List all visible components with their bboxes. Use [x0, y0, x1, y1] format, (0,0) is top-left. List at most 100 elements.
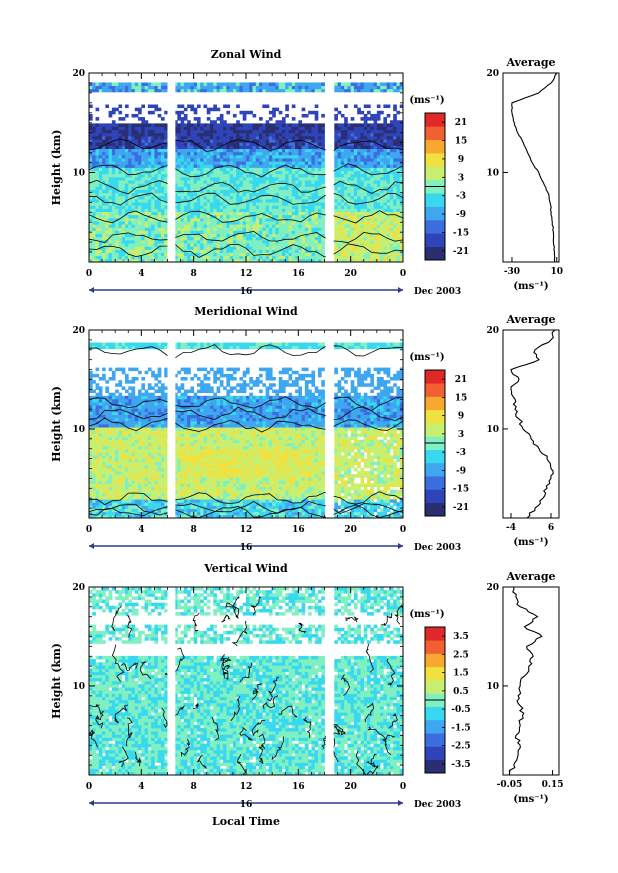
heatmap-cell: [291, 189, 296, 194]
heatmap-cell: [278, 186, 283, 190]
heatmap-cell: [111, 496, 116, 500]
heatmap-cell: [177, 154, 181, 159]
heatmap-cell: [196, 233, 201, 238]
heatmap-cell: [363, 129, 368, 134]
heatmap-cell: [249, 139, 253, 143]
heatmap-cell: [337, 176, 342, 181]
heatmap-cell: [147, 145, 152, 149]
heatmap-cell: [367, 85, 371, 90]
heatmap-cell: [138, 126, 142, 131]
heatmap-cell: [337, 183, 342, 187]
heatmap-cell: [396, 205, 401, 209]
heatmap-cell: [242, 252, 247, 257]
heatmap-cell: [268, 110, 273, 115]
heatmap-cell: [386, 129, 391, 134]
heatmap-cell: [89, 414, 93, 419]
heatmap-cell: [265, 217, 270, 222]
heatmap-cell: [268, 170, 273, 175]
heatmap-cell: [213, 82, 217, 86]
contour-line: [88, 243, 404, 258]
heatmap-cell: [311, 129, 316, 134]
heatmap-cell: [399, 199, 404, 203]
heatmap-cell: [281, 205, 286, 209]
heatmap-cell: [134, 224, 139, 228]
heatmap-cell: [259, 85, 263, 90]
heatmap-cell: [389, 199, 394, 203]
heatmap-cell: [187, 252, 191, 257]
heatmap-cell: [344, 139, 348, 143]
heatmap-cell: [121, 158, 126, 162]
heatmap-cell: [200, 214, 204, 219]
heatmap-cell: [115, 249, 119, 253]
heatmap-cell: [380, 164, 384, 168]
heatmap-cell: [226, 142, 231, 146]
heatmap-cell: [370, 230, 374, 235]
heatmap-cell: [115, 224, 119, 228]
heatmap-cell: [396, 173, 401, 178]
heatmap-cell: [360, 142, 365, 146]
heatmap-cell: [108, 132, 113, 137]
heatmap-cell: [383, 255, 388, 260]
heatmap-cell: [317, 82, 322, 86]
heatmap-cell: [115, 436, 119, 441]
heatmap-cell: [262, 202, 267, 206]
heatmap-cell: [108, 427, 113, 431]
heatmap-cell: [219, 217, 224, 222]
heatmap-cell: [236, 195, 240, 200]
heatmap-cell: [308, 85, 312, 90]
heatmap-cell: [272, 167, 276, 172]
heatmap-cell: [252, 145, 257, 149]
heatmap-cell: [393, 107, 397, 112]
heatmap-cell: [115, 126, 119, 131]
heatmap-cell: [239, 195, 244, 200]
heatmap-cell: [353, 199, 358, 203]
heatmap-cell: [337, 189, 342, 194]
heatmap-cell: [242, 233, 247, 238]
heatmap-cell: [232, 170, 237, 175]
heatmap-cell: [105, 249, 110, 253]
heatmap-cell: [396, 258, 401, 263]
heatmap-cell: [89, 467, 93, 472]
heatmap-cell: [203, 205, 208, 209]
heatmap-cell: [370, 195, 374, 200]
heatmap-cell: [246, 239, 250, 244]
heatmap-cell: [232, 239, 237, 244]
heatmap-cell: [118, 139, 123, 143]
heatmap-cell: [317, 139, 322, 143]
heatmap-cell: [157, 145, 162, 149]
heatmap-cell: [111, 142, 116, 146]
heatmap-cell: [115, 154, 119, 159]
heatmap-cell: [367, 110, 371, 115]
heatmap-cell: [223, 180, 227, 184]
heatmap-cell: [174, 88, 178, 93]
heatmap-cell: [350, 199, 355, 203]
heatmap-cell: [373, 88, 378, 93]
heatmap-cell: [180, 88, 185, 93]
heatmap-cell: [285, 183, 289, 187]
heatmap-cell: [347, 142, 352, 146]
heatmap-cell: [98, 408, 103, 412]
heatmap-cell: [138, 199, 142, 203]
heatmap-cell: [281, 230, 286, 235]
heatmap-cell: [164, 189, 168, 194]
heatmap-cell: [246, 192, 250, 197]
heatmap-cell: [252, 258, 257, 263]
heatmap-cell: [118, 183, 123, 187]
heatmap-cell: [272, 88, 276, 93]
heatmap-cell: [353, 258, 358, 263]
heatmap-cell: [160, 214, 165, 219]
heatmap-cell: [278, 192, 283, 197]
heatmap-cell: [111, 154, 116, 159]
heatmap-cell: [102, 145, 106, 149]
heatmap-cell: [180, 252, 185, 257]
heatmap-cell: [105, 477, 110, 481]
heatmap-cell: [393, 211, 397, 216]
heatmap-cell: [98, 477, 103, 481]
heatmap-cell: [393, 136, 397, 140]
heatmap-cell: [223, 88, 227, 93]
heatmap-cell: [128, 233, 132, 238]
heatmap-cell: [219, 255, 224, 260]
heatmap-cell: [138, 88, 142, 93]
heatmap-cell: [268, 255, 273, 260]
heatmap-cell: [98, 398, 103, 403]
